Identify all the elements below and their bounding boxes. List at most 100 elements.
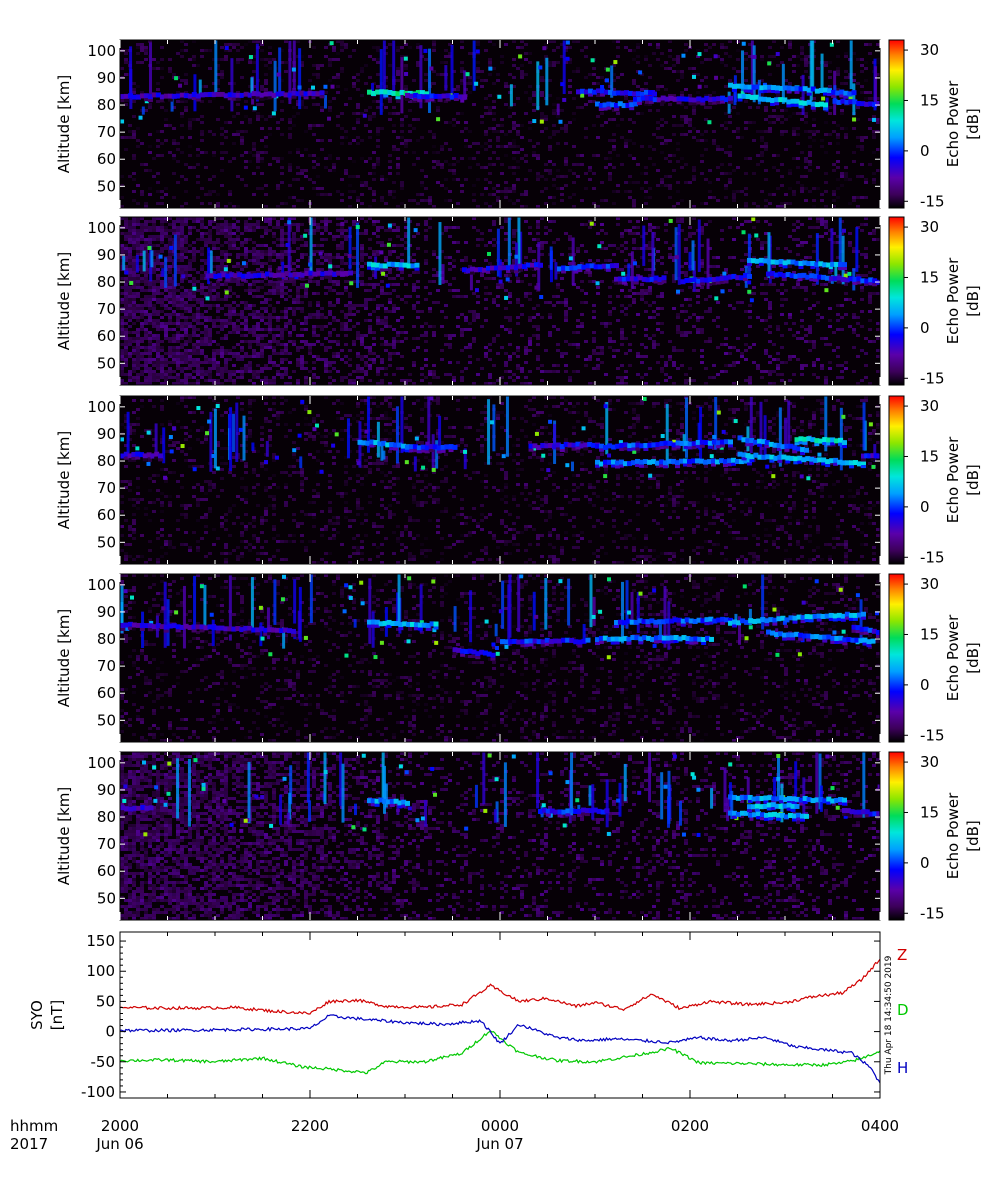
echo-layer-4 (609, 263, 615, 269)
echo-pixel (548, 771, 553, 776)
echo-layer-4 (794, 796, 800, 802)
echo-pixel (801, 600, 806, 605)
echo-pixel (123, 784, 128, 789)
echo-layer-3 (448, 444, 454, 450)
echo-layer-5 (603, 444, 609, 450)
echo-streak (582, 624, 586, 640)
echo-streak (570, 461, 574, 472)
echo-pixel (166, 791, 171, 796)
echo-layer-3 (478, 267, 483, 273)
echo-layer-5 (707, 440, 713, 446)
time-axis-label: hhmm (10, 1117, 58, 1135)
colorbar-title: Echo Power [dB] (944, 614, 982, 701)
echo-pixel (483, 808, 488, 813)
ytick-label: 100 (87, 754, 116, 772)
echo-streak (741, 50, 745, 96)
echo-pixel (330, 84, 335, 89)
echo-layer-5 (653, 275, 659, 281)
echo-pixel (252, 106, 257, 111)
echo-layer-8 (824, 275, 830, 281)
echo-layer-1 (215, 91, 221, 97)
ytick-label: 50 (96, 992, 115, 1010)
echo-pixel (824, 288, 829, 293)
echo-pixel (697, 84, 702, 89)
echo-layer-2 (386, 799, 391, 805)
echo-layer-1 (131, 94, 137, 100)
echo-pixel (413, 228, 418, 233)
echo-streak (396, 592, 400, 624)
echo-pixel (239, 828, 244, 833)
echo-layer-7 (780, 444, 786, 450)
ytick-label: 50 (97, 711, 116, 729)
echo-streak (818, 753, 822, 810)
colorbar-tick-label: 0 (920, 676, 930, 694)
echo-streak (228, 575, 232, 641)
echo-streak (495, 801, 499, 823)
echo-layer-5 (699, 439, 705, 445)
echo-layer-7 (762, 258, 768, 264)
echo-pixel (538, 65, 543, 70)
echo-layer-6 (770, 802, 776, 808)
echo-layer-1 (179, 92, 185, 98)
echo-layer-6 (750, 804, 756, 810)
echo-layer-9 (880, 631, 885, 636)
echo-layer-2 (386, 619, 392, 625)
echo-pixel (871, 117, 876, 122)
echo-layer-7 (784, 443, 790, 449)
echo-pixel (348, 585, 353, 590)
echo-pixel (386, 242, 391, 247)
echo-pixel (201, 786, 206, 791)
echo-layer-4 (759, 796, 765, 802)
colorbar-tick-label: 30 (920, 397, 939, 415)
echo-pixel (744, 636, 749, 641)
echo-streak (278, 47, 282, 97)
date-tick-label: Jun 06 (95, 1135, 143, 1153)
echo-layer-8 (841, 460, 847, 466)
echo-layer-1 (255, 627, 261, 633)
colorbar-tick-label: -15 (920, 904, 945, 922)
echo-layer-7 (744, 619, 750, 625)
echo-pixel (379, 250, 384, 255)
echo-layer-5 (622, 636, 628, 642)
echo-layer-1 (304, 270, 310, 276)
echo-layer-3 (452, 444, 458, 450)
echo-layer-7 (796, 614, 802, 620)
echo-layer-6 (641, 619, 647, 625)
echo-layer-1 (207, 624, 213, 630)
echo-pixel (318, 251, 323, 256)
echo-layer-5 (643, 442, 649, 448)
echo-layer-5 (705, 635, 711, 641)
echo-layer-7 (747, 84, 753, 90)
echo-layer-9 (835, 90, 841, 96)
echo-layer-1 (225, 273, 231, 279)
echo-pixel (149, 620, 154, 625)
echo-pixel (407, 576, 412, 581)
echo-pixel (696, 832, 701, 837)
echo-streak (519, 231, 523, 266)
ytick-label: 80 (97, 808, 116, 826)
echo-layer-8 (836, 275, 842, 281)
echo-layer-4 (573, 265, 579, 271)
echo-layer-7 (868, 811, 874, 817)
echo-layer-1 (127, 93, 133, 99)
echo-pixel (501, 454, 506, 459)
echo-layer-7 (808, 614, 814, 620)
echo-pixel (771, 474, 776, 479)
echo-pixel (243, 105, 248, 110)
echo-layer-1 (328, 270, 334, 276)
echo-streak (567, 578, 571, 626)
echo-layer-4 (588, 88, 593, 94)
echo-pixel (238, 427, 243, 432)
echo-layer-8 (845, 460, 851, 466)
echo-layer-1 (199, 624, 205, 630)
echo-layer-8 (880, 280, 885, 285)
echo-streak (231, 413, 235, 453)
echo-streak (625, 580, 629, 629)
echo-layer-8 (848, 276, 854, 282)
echo-layer-1 (139, 622, 145, 628)
echo-pixel (591, 614, 596, 619)
echo-layer-6 (774, 803, 780, 809)
echo-layer-9 (871, 628, 877, 634)
echo-layer-8 (856, 276, 862, 282)
echo-layer-5 (646, 635, 652, 641)
